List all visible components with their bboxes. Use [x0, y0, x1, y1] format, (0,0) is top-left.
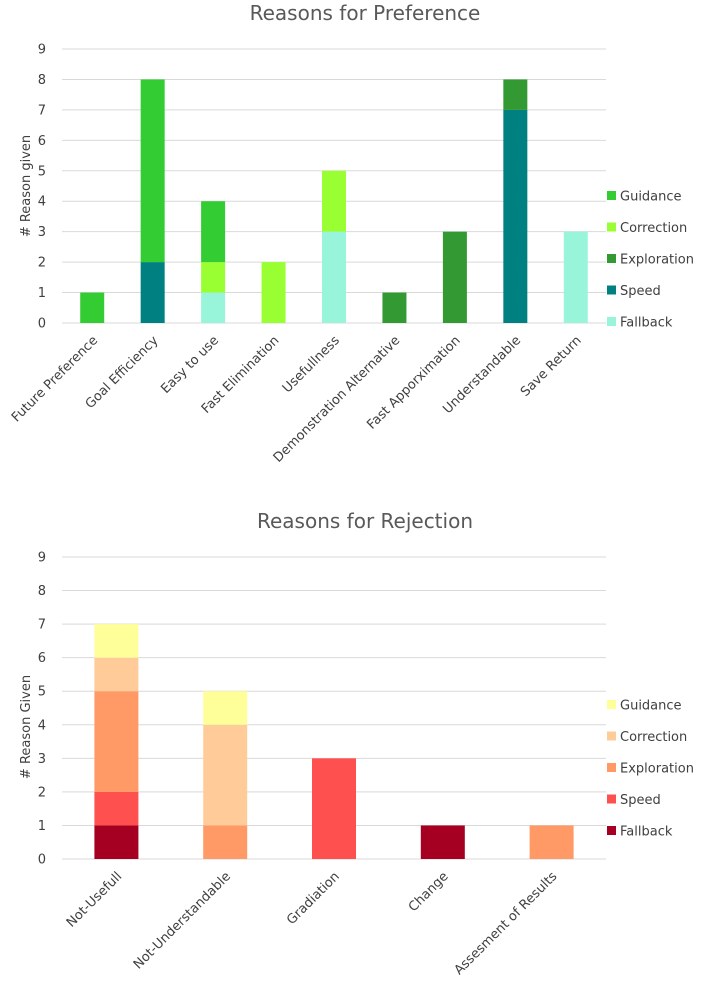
preference-bar-fast-elimination-correction: [261, 262, 286, 323]
preference-bar-easy-to-use-correction: [201, 262, 226, 293]
preference-bar-fast-apporximation-exploration: [442, 231, 467, 323]
preference-legend-swatch-guidance: [607, 191, 616, 200]
rejection-chart: Reasons for Rejection # Reason Given 0 1 2…: [19, 509, 694, 978]
preference-legend-label-guidance: Guidance: [620, 190, 682, 205]
rejection-legend-label-exploration: Exploration: [620, 762, 694, 777]
rejection-y-axis-label: # Reason Given: [19, 675, 34, 779]
preference-legend-swatch-exploration: [607, 254, 616, 263]
rejection-y-tick-label: 6: [38, 651, 46, 666]
rejection-chart-title: Reasons for Rejection: [257, 509, 473, 533]
rejection-legend-label-fallback: Fallback: [620, 825, 673, 840]
rejection-legend: Guidance Correction Exploration Speed Fallba…: [607, 699, 694, 840]
preference-bar-easy-to-use-guidance: [201, 201, 226, 263]
rejection-legend-swatch-exploration: [607, 763, 616, 772]
rejection-bar-not-usefull-guidance: [94, 624, 139, 658]
preference-x-tick-usefullness: Usefullness: [280, 333, 343, 396]
preference-x-tick-demonstration-alternative: Demonstration Alternative: [271, 333, 404, 466]
rejection-y-tick-label: 4: [38, 718, 46, 733]
preference-bar-usefullness-fallback: [322, 231, 346, 323]
rejection-legend-label-guidance: Guidance: [620, 699, 682, 714]
preference-legend-swatch-correction: [607, 222, 616, 232]
rejection-bar-not-understandable-exploration: [203, 825, 248, 859]
rejection-bar-not-understandable-correction: [203, 724, 248, 826]
preference-bar-demonstration-alternative-exploration: [382, 292, 407, 323]
preference-legend-label-speed: Speed: [620, 284, 661, 299]
rejection-y-tick-label: 5: [38, 685, 46, 700]
preference-legend-swatch-speed: [607, 285, 616, 295]
rejection-y-tick-label: 1: [38, 819, 46, 834]
preference-bar-future-preference-guidance: [80, 292, 105, 323]
preference-y-tick-label: 8: [38, 73, 46, 88]
rejection-y-tick-label: 3: [38, 752, 46, 767]
preference-y-tick-label: 3: [38, 225, 46, 240]
rejection-bar-not-understandable-guidance: [203, 691, 248, 725]
preference-bar-goal-efficiency-speed: [140, 262, 165, 323]
preference-chart: Reasons for Preference # Reason given 0 1…: [9, 1, 694, 466]
preference-y-tick-label: 5: [38, 164, 46, 179]
preference-y-tick-label: 2: [38, 256, 46, 271]
rejection-bar-not-usefull-speed: [94, 791, 139, 826]
rejection-x-ticks: Not-Usefull Not-Understandable Gradiation C…: [64, 869, 561, 978]
rejection-y-ticks: 0 1 2 3 4 5 6 7 8 9: [38, 551, 46, 868]
preference-legend: Guidance Correction Exploration Speed Fallba…: [607, 190, 694, 331]
rejection-x-tick-not-understandable: Not-Understandable: [131, 869, 234, 972]
preference-y-ticks: 0 1 2 3 4 5 6 7 8 9: [38, 43, 46, 332]
preference-y-tick-label: 1: [38, 286, 46, 301]
preference-y-tick-label: 9: [38, 43, 46, 58]
rejection-y-tick-label: 9: [38, 551, 46, 566]
preference-y-tick-label: 0: [38, 317, 46, 332]
rejection-bar-not-usefull-correction: [94, 657, 139, 692]
preference-legend-label-fallback: Fallback: [620, 316, 673, 331]
rejection-y-tick-label: 2: [38, 785, 46, 800]
preference-legend-label-correction: Correction: [620, 221, 687, 236]
rejection-bar-assesment-of-results-exploration: [529, 825, 574, 859]
rejection-legend-swatch-guidance: [607, 700, 616, 709]
rejection-x-tick-assesment-of-results: Assesment of Results: [452, 869, 561, 978]
rejection-bars: [94, 624, 574, 859]
rejection-x-tick-change: Change: [406, 869, 452, 915]
preference-bar-understandable-exploration: [503, 79, 528, 110]
preference-bar-easy-to-use-fallback: [201, 292, 226, 323]
rejection-legend-swatch-speed: [607, 794, 616, 804]
preference-legend-swatch-fallback: [607, 317, 616, 326]
preference-legend-label-exploration: Exploration: [620, 253, 694, 268]
preference-y-tick-label: 6: [38, 134, 46, 149]
rejection-legend-swatch-correction: [607, 731, 616, 741]
preference-bar-goal-efficiency-guidance: [140, 79, 165, 263]
rejection-bar-not-usefull-fallback: [94, 825, 139, 859]
preference-x-tick-future-preference: Future Preference: [9, 333, 101, 425]
preference-y-axis-label: # Reason given: [19, 135, 34, 237]
preference-y-tick-label: 7: [38, 103, 46, 118]
rejection-y-tick-label: 0: [38, 853, 46, 868]
preference-x-tick-easy-to-use: Easy to use: [158, 333, 222, 397]
rejection-x-tick-not-usefull: Not-Usefull: [64, 869, 125, 930]
preference-bar-understandable-speed: [503, 109, 528, 323]
preference-chart-title: Reasons for Preference: [250, 1, 481, 25]
preference-x-tick-save-return: Save Return: [518, 333, 585, 400]
rejection-bar-change-fallback: [420, 825, 465, 859]
preference-bars: [80, 79, 588, 323]
rejection-legend-swatch-fallback: [607, 826, 616, 835]
rejection-bar-gradiation-speed: [312, 758, 356, 859]
preference-bar-save-return-fallback: [563, 231, 588, 323]
rejection-legend-label-correction: Correction: [620, 730, 687, 745]
preference-y-tick-label: 4: [38, 195, 46, 210]
rejection-x-tick-gradiation: Gradiation: [284, 869, 343, 928]
rejection-y-tick-label: 8: [38, 584, 46, 599]
rejection-legend-label-speed: Speed: [620, 793, 661, 808]
preference-bar-usefullness-correction: [322, 170, 346, 232]
rejection-y-tick-label: 7: [38, 618, 46, 633]
rejection-bar-not-usefull-exploration: [94, 691, 139, 792]
